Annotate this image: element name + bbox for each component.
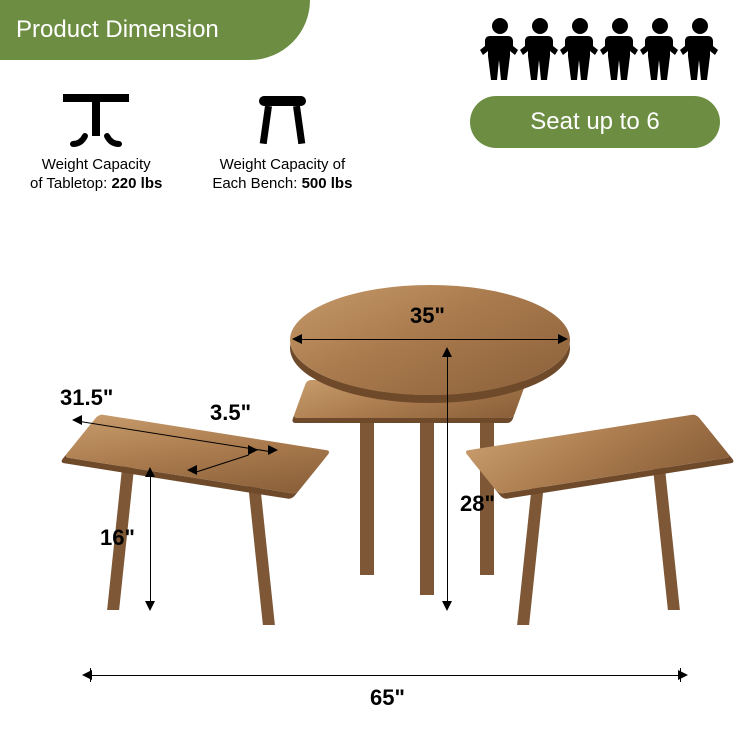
arrow-right-icon (268, 445, 278, 455)
person-icon (600, 18, 640, 80)
arrow-right-icon (678, 670, 688, 680)
dim-bench-gap: 3.5" (210, 400, 251, 426)
capacity-section: Weight Capacity of Tabletop: 220 lbs Wei… (30, 90, 352, 194)
person-icon (680, 18, 720, 80)
table-cap-value: 220 lbs (111, 175, 162, 192)
bench-right (464, 414, 731, 494)
arrow-right-icon (248, 445, 258, 455)
arrow-left-icon (187, 465, 197, 475)
bench-capacity: Weight Capacity of Each Bench: 500 lbs (212, 90, 352, 194)
person-icon (520, 18, 560, 80)
bench-left (64, 414, 331, 494)
dim-tabletop: 35" (410, 303, 445, 329)
person-icon (480, 18, 520, 80)
dim-line (447, 355, 448, 603)
tabletop (290, 285, 570, 395)
bench-cap-value: 500 lbs (302, 175, 353, 192)
arrow-down-icon (442, 601, 452, 611)
product-stage: 35" 28" 31.5" 3.5" 16" 65" (0, 245, 750, 725)
title-text: Product Dimension (16, 16, 219, 44)
dim-line (150, 475, 151, 603)
arrow-right-icon (558, 334, 568, 344)
bench-leg (652, 460, 680, 610)
bench-leg (517, 475, 545, 625)
arrow-left-icon (292, 334, 302, 344)
dim-bench-length: 31.5" (60, 385, 113, 411)
dim-table-height: 28" (460, 491, 495, 517)
person-icon (560, 18, 600, 80)
dim-bench-height: 16" (100, 525, 135, 551)
table-cap-line1: Weight Capacity (30, 156, 162, 175)
seat-capacity-pill: Seat up to 6 (470, 96, 720, 148)
bench-leg (247, 475, 275, 625)
table-cap-line2: of Tabletop: 220 lbs (30, 175, 162, 194)
table-capacity: Weight Capacity of Tabletop: 220 lbs (30, 90, 162, 194)
table-cap-prefix: of Tabletop: (30, 175, 111, 192)
people-group-icon (480, 18, 720, 80)
arrow-left-icon (72, 415, 82, 425)
title-banner: Product Dimension (0, 0, 310, 60)
dim-line (90, 675, 680, 676)
dim-line (300, 339, 560, 340)
arrow-left-icon (82, 670, 92, 680)
seat-capacity-label: Seat up to 6 (530, 108, 659, 136)
dim-overall-width: 65" (370, 685, 405, 711)
table-icon (61, 90, 131, 148)
bench-cap-line2: Each Bench: 500 lbs (212, 175, 352, 194)
arrow-up-icon (145, 467, 155, 477)
bench-cap-prefix: Each Bench: (212, 175, 301, 192)
stool-icon (255, 90, 310, 148)
person-icon (640, 18, 680, 80)
arrow-down-icon (145, 601, 155, 611)
bench-cap-line1: Weight Capacity of (212, 156, 352, 175)
arrow-up-icon (442, 347, 452, 357)
